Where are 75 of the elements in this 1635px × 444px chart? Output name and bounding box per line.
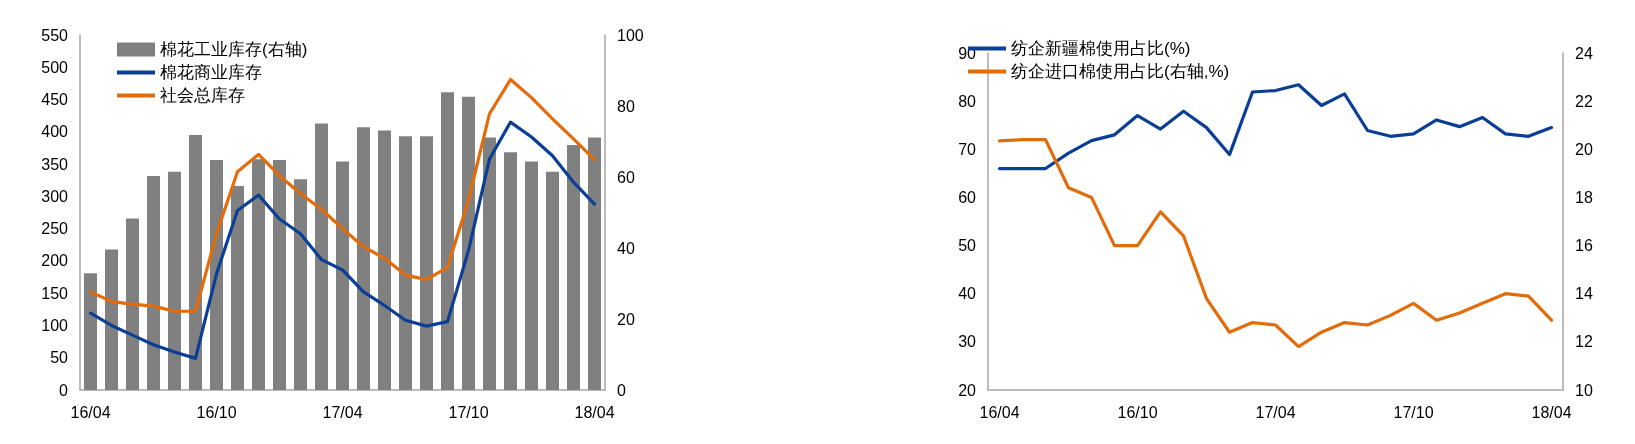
y2-tick-label: 10 [1575,381,1593,399]
x-tick-label: 16/04 [979,403,1020,421]
y2-tick-label: 20 [1575,140,1593,158]
bar [587,137,602,390]
legend-label: 纺企新疆棉使用占比(%) [1011,39,1191,58]
line-series [997,83,1554,171]
y-tick-label: 250 [41,220,69,238]
x-tick-label: 16/10 [1117,403,1158,421]
bar [272,159,287,390]
legend-label: 社会总库存 [160,86,245,105]
x-tick-label: 18/04 [574,403,615,421]
legend-label: 棉花商业库存 [160,63,262,82]
y-tick-label: 350 [41,155,69,173]
x-tick-label: 16/10 [196,403,237,421]
x-tick-label: 16/04 [70,403,111,421]
bar [251,159,266,390]
y2-tick-label: 80 [617,97,635,115]
bar [188,135,203,390]
y-tick-label: 300 [41,187,69,205]
x-tick-label: 17/04 [322,403,363,421]
y2-tick-label: 60 [617,168,635,186]
bar [524,161,539,390]
bar [230,185,245,390]
bar [314,123,329,390]
y-tick-label: 500 [41,58,69,76]
bar [104,249,119,390]
bar [377,130,392,390]
y-tick-label: 100 [41,316,69,334]
bar [83,273,98,390]
y-tick-label: 30 [958,333,977,351]
line-series [88,120,597,360]
bar [545,171,560,390]
bar [398,136,413,390]
bar [482,137,497,390]
y2-tick-label: 20 [617,310,635,328]
y-tick-label: 20 [958,381,977,399]
bar [566,145,581,390]
y2-tick-label: 0 [617,381,626,399]
y-tick-label: 60 [958,188,977,206]
y2-tick-label: 24 [1575,44,1593,62]
y2-tick-label: 100 [617,26,644,44]
legend-label: 棉花工业库存(右轴) [160,40,308,59]
y-tick-label: 50 [958,237,977,255]
y-tick-label: 450 [41,91,69,109]
y-tick-label: 200 [41,252,69,270]
y-tick-label: 50 [50,349,69,367]
y-tick-label: 70 [958,140,977,158]
y-tick-label: 400 [41,123,69,141]
y2-tick-label: 22 [1575,92,1593,110]
y2-tick-label: 40 [617,239,635,257]
bar [167,171,182,390]
x-tick-label: 17/10 [448,403,489,421]
bar [146,175,161,390]
x-tick-label: 18/04 [1531,403,1572,421]
y-tick-label: 0 [59,381,69,399]
x-tick-label: 17/10 [1393,403,1434,421]
y-tick-label: 40 [958,285,977,303]
x-tick-label: 17/04 [1255,403,1296,421]
bar [125,218,140,390]
bar [419,136,434,390]
bar [356,127,371,390]
y2-tick-label: 12 [1575,333,1593,351]
y-tick-label: 150 [41,284,69,302]
line-series [997,138,1554,349]
bar [461,96,476,390]
y2-tick-label: 14 [1575,285,1593,303]
y2-tick-label: 18 [1575,188,1593,206]
bar [503,152,518,390]
legend-label: 纺企进口棉使用占比(右轴,%) [1011,62,1230,81]
y2-tick-label: 16 [1575,237,1593,255]
y-tick-label: 80 [958,92,977,110]
bar [293,179,308,390]
bar [440,92,455,390]
bar [335,161,350,390]
y-tick-label: 550 [41,26,69,44]
